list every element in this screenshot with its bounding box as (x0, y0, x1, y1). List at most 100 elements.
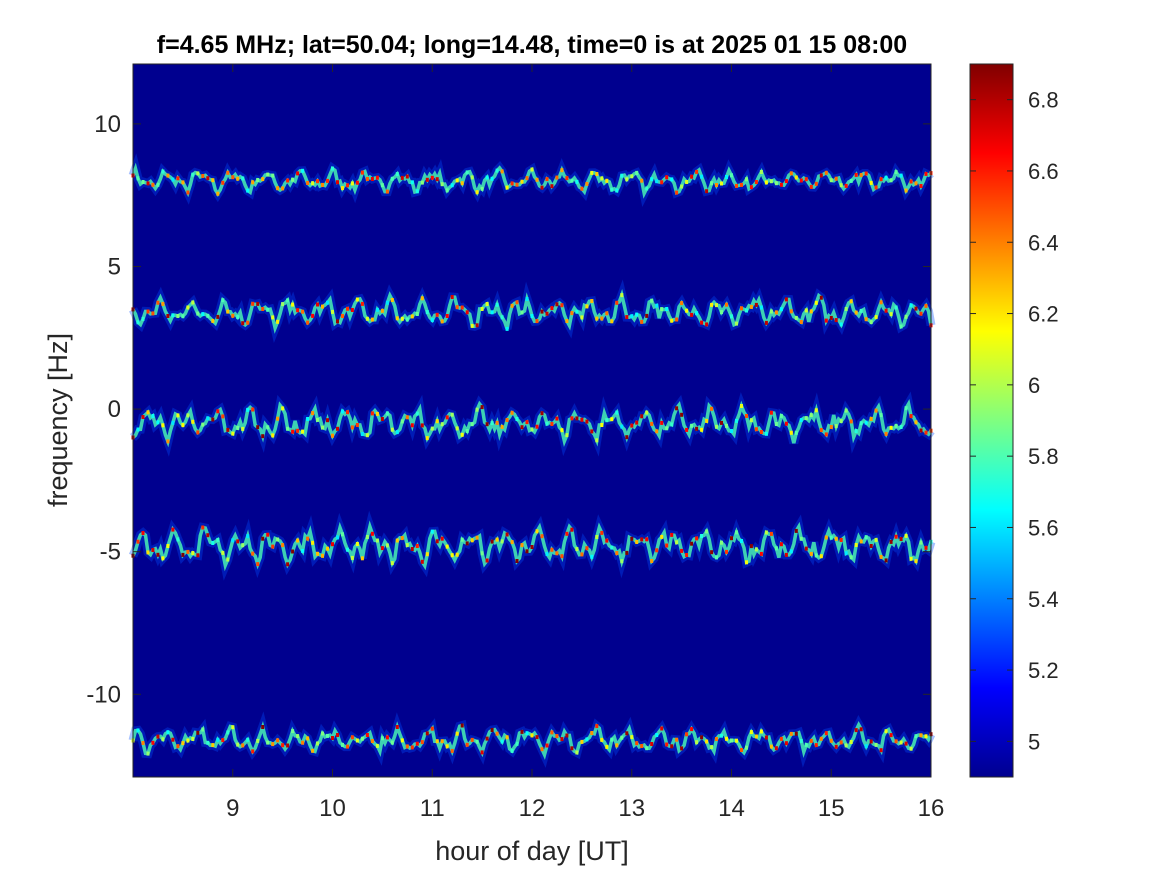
trace-pixel (266, 532, 270, 537)
trace-pixel (166, 544, 170, 548)
trace-pixel (306, 320, 310, 325)
trace-pixel (341, 314, 344, 318)
trace-pixel (370, 177, 374, 181)
trace-pixel (395, 172, 399, 177)
trace-pixel (151, 740, 155, 745)
trace-pixel (266, 172, 270, 177)
trace-pixel (495, 731, 499, 736)
trace-pixel (784, 741, 788, 746)
trace-pixel (355, 297, 359, 302)
trace-pixel (281, 302, 285, 307)
trace-pixel (545, 743, 549, 748)
trace-pixel (650, 742, 654, 746)
trace-pixel (171, 527, 175, 532)
trace-pixel (794, 528, 798, 533)
trace-pixel (680, 746, 684, 751)
trace-pixel (769, 309, 773, 314)
trace-pixel (331, 736, 334, 740)
trace-pixel (570, 527, 574, 532)
trace-pixel (326, 733, 329, 738)
trace-pixel (156, 300, 160, 305)
trace-pixel (435, 177, 439, 182)
trace-pixel (321, 425, 324, 430)
trace-pixel (705, 189, 709, 194)
trace-pixel (620, 173, 624, 178)
trace-pixel (435, 419, 439, 424)
trace-pixel (380, 546, 384, 551)
trace-pixel (615, 410, 619, 415)
trace-pixel (360, 170, 364, 175)
x-tick-label: 10 (319, 795, 346, 822)
trace-pixel (166, 173, 170, 178)
trace-pixel (720, 310, 723, 315)
colorbar-tick-label: 5 (1028, 729, 1040, 754)
trace-pixel (296, 308, 300, 313)
trace-pixel (226, 170, 230, 175)
trace-pixel (794, 430, 798, 435)
trace-pixel (839, 740, 843, 745)
trace-pixel (146, 181, 150, 186)
trace-pixel (914, 420, 918, 425)
trace-pixel (630, 314, 634, 319)
trace-pixel (435, 739, 439, 744)
trace-pixel (211, 318, 215, 323)
trace-pixel (186, 413, 190, 418)
trace-pixel (430, 318, 434, 323)
trace-pixel (919, 428, 923, 433)
trace-pixel (450, 412, 454, 417)
trace-pixel (605, 178, 609, 183)
trace-pixel (585, 737, 589, 742)
trace-pixel (151, 311, 155, 316)
trace-pixel (759, 430, 763, 434)
trace-pixel (809, 413, 813, 418)
trace-pixel (555, 302, 559, 307)
trace-pixel (864, 420, 868, 425)
trace-pixel (311, 540, 315, 545)
trace-pixel (261, 725, 265, 729)
trace-pixel (495, 420, 499, 425)
trace-pixel (705, 739, 709, 744)
trace-pixel (306, 181, 310, 185)
trace-pixel (520, 729, 524, 734)
colorbar-tick-label: 6.8 (1028, 88, 1059, 113)
trace-pixel (241, 743, 245, 748)
trace-pixel (510, 540, 514, 545)
trace-pixel (455, 426, 459, 431)
trace-pixel (769, 744, 773, 749)
trace-pixel (799, 418, 803, 423)
trace-pixel (301, 168, 305, 173)
trace-pixel (151, 414, 155, 418)
trace-pixel (600, 176, 604, 181)
trace-pixel (146, 410, 150, 415)
trace-pixel (784, 179, 788, 184)
trace-pixel (420, 296, 424, 301)
trace-pixel (181, 552, 185, 557)
trace-pixel (251, 180, 255, 185)
trace-pixel (864, 317, 868, 322)
trace-pixel (176, 744, 180, 749)
trace-pixel (819, 736, 823, 741)
trace-pixel (575, 416, 579, 421)
trace-pixel (545, 177, 549, 182)
trace-pixel (535, 424, 539, 429)
trace-pixel (395, 725, 399, 729)
trace-pixel (655, 303, 659, 308)
trace-pixel (296, 538, 300, 543)
trace-pixel (176, 176, 180, 181)
trace-band (128, 510, 936, 581)
trace-pixel (231, 538, 235, 543)
chart-title: f=4.65 MHz; lat=50.04; long=14.48, time=… (157, 31, 907, 59)
trace-pixel (231, 313, 235, 318)
trace-pixel (206, 176, 210, 181)
trace-pixel (914, 734, 918, 739)
trace-pixel (869, 180, 873, 185)
trace-pixel (779, 736, 783, 741)
trace-pixel (425, 310, 429, 315)
trace-pixel (605, 311, 609, 316)
trace-pixel (400, 738, 404, 743)
trace-pixel (535, 319, 539, 324)
trace-pixel (735, 530, 738, 535)
trace-pixel (550, 730, 554, 735)
trace-pixel (430, 426, 434, 431)
trace-pixel (475, 190, 479, 195)
